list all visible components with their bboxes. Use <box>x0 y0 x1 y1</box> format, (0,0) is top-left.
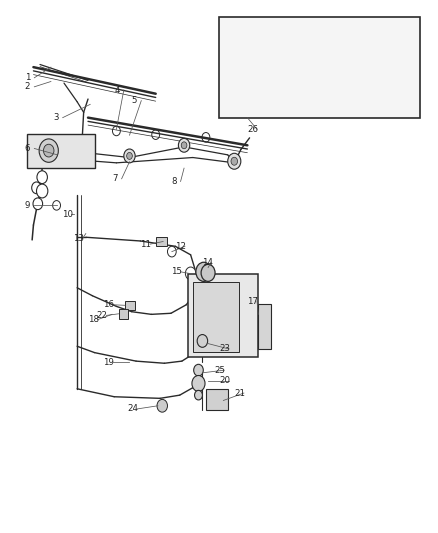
Circle shape <box>127 152 132 159</box>
Circle shape <box>43 144 54 157</box>
Circle shape <box>37 171 47 183</box>
Text: 22: 22 <box>97 311 108 320</box>
Text: 12: 12 <box>175 242 186 251</box>
Circle shape <box>32 182 41 193</box>
Bar <box>27 134 95 168</box>
Bar <box>119 309 128 319</box>
Circle shape <box>197 335 208 348</box>
Text: 7: 7 <box>112 174 117 183</box>
Circle shape <box>124 149 135 163</box>
Circle shape <box>53 200 60 210</box>
Text: 8: 8 <box>171 177 177 186</box>
Text: 9: 9 <box>25 201 30 210</box>
Circle shape <box>36 184 48 198</box>
Circle shape <box>157 399 167 412</box>
Circle shape <box>201 264 215 281</box>
Text: 4: 4 <box>114 85 120 94</box>
Circle shape <box>181 142 187 149</box>
Bar <box>188 274 258 357</box>
Text: 15: 15 <box>171 268 182 276</box>
Text: 23: 23 <box>219 344 230 353</box>
Text: 21: 21 <box>234 389 245 398</box>
Bar <box>206 389 228 410</box>
Text: 20: 20 <box>219 376 230 385</box>
Circle shape <box>231 157 237 165</box>
Text: 24: 24 <box>127 405 138 414</box>
Circle shape <box>196 262 212 281</box>
Circle shape <box>194 390 202 400</box>
Bar <box>193 282 239 352</box>
Circle shape <box>192 375 205 391</box>
Circle shape <box>167 246 176 257</box>
Bar <box>155 237 166 246</box>
Text: 13: 13 <box>73 235 84 244</box>
Circle shape <box>194 365 203 376</box>
Text: 5: 5 <box>132 96 137 105</box>
Bar <box>258 304 271 349</box>
Text: 2: 2 <box>25 82 30 91</box>
Text: 6: 6 <box>25 144 30 153</box>
Text: 17: 17 <box>247 296 258 305</box>
Text: 26: 26 <box>247 125 258 134</box>
Text: 11: 11 <box>141 240 152 249</box>
Bar <box>125 301 135 310</box>
Circle shape <box>178 139 190 152</box>
Text: 1: 1 <box>25 73 30 82</box>
Bar <box>219 17 420 118</box>
Text: 25: 25 <box>215 366 226 375</box>
Text: 10: 10 <box>62 210 73 219</box>
Circle shape <box>33 198 42 209</box>
Text: 14: 14 <box>201 258 212 266</box>
Text: 3: 3 <box>53 113 59 122</box>
Circle shape <box>39 139 58 163</box>
Text: 19: 19 <box>103 358 114 367</box>
Circle shape <box>228 154 241 169</box>
Circle shape <box>185 267 196 280</box>
Text: 18: 18 <box>88 315 99 324</box>
Text: 16: 16 <box>103 300 114 309</box>
